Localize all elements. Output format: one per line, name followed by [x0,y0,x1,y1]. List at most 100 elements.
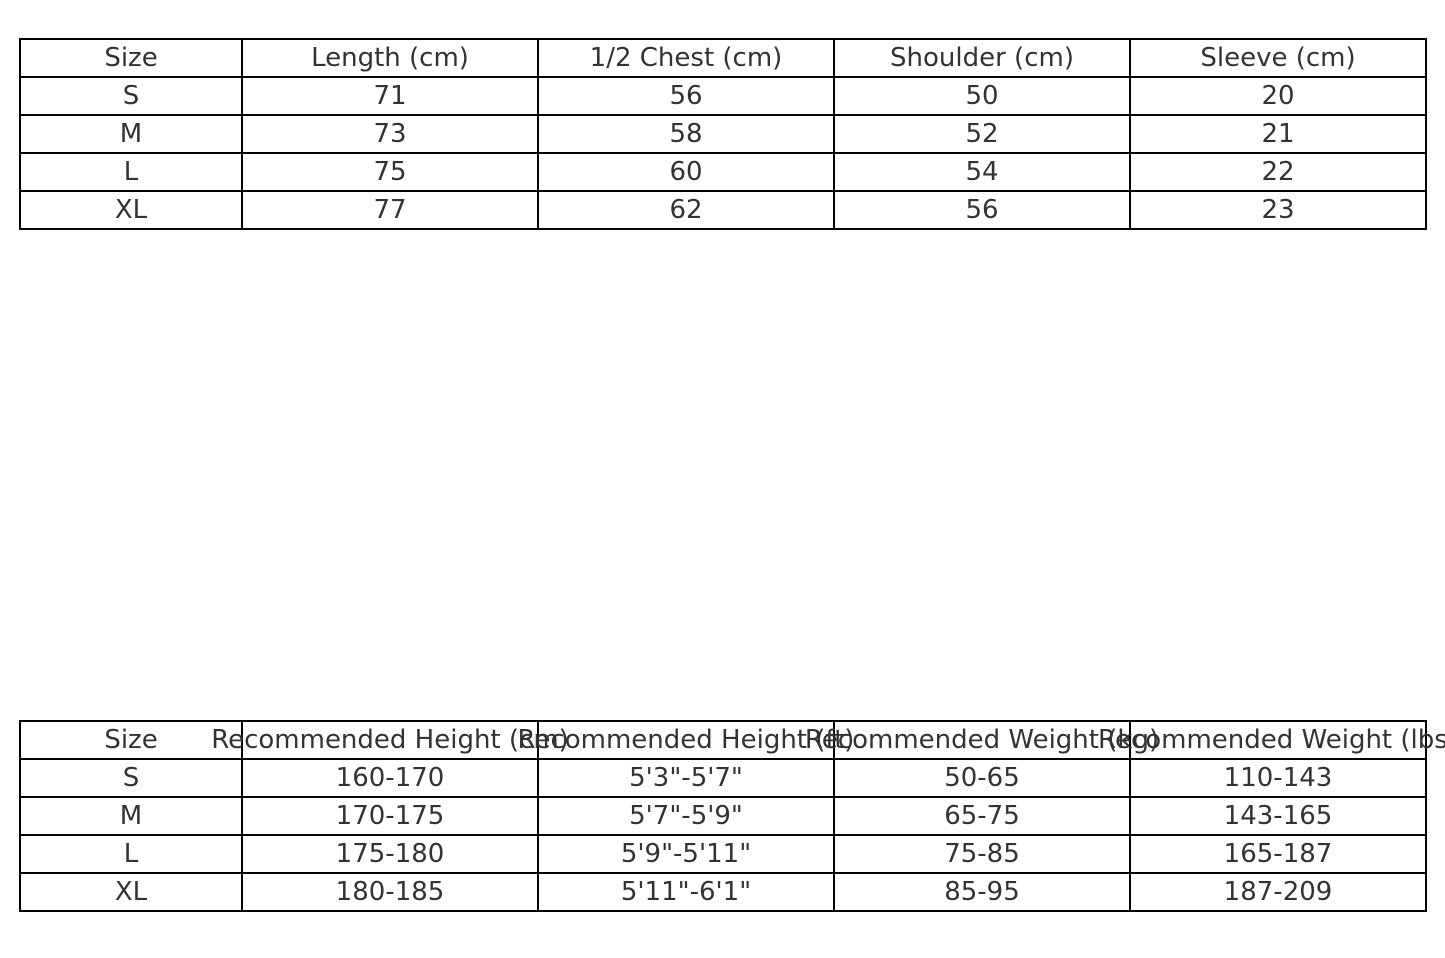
table-cell: 5'3"-5'7" [537,758,835,798]
cell-text: 160-170 [335,763,445,793]
cell-text: Size [104,725,158,755]
cell-text: 62 [669,195,703,225]
table-cell: 62 [537,190,835,230]
table-row: XL 77 62 56 23 [19,190,1427,230]
cell-text: 1/2 Chest (cm) [589,43,783,73]
cell-text: 20 [1261,81,1295,111]
cell-text: 56 [669,81,703,111]
table-cell: 5'7"-5'9" [537,796,835,836]
table-row: XL 180-185 5'11"-6'1" 85-95 187-209 [19,872,1427,912]
table-row: M 170-175 5'7"-5'9" 65-75 143-165 [19,796,1427,836]
cell-text: 85-95 [944,877,1020,907]
cell-text: M [119,801,143,831]
cell-text: 60 [669,157,703,187]
cell-text: S [122,763,140,793]
table-cell: M [19,796,243,836]
table-cell: XL [19,872,243,912]
column-header: Recommended Height (ft) [518,720,854,760]
cell-text: 5'7"-5'9" [629,801,743,831]
table-cell: 52 [833,114,1131,154]
table-cell: 60 [537,152,835,192]
cell-text: L [123,839,139,869]
table-cell: 56 [833,190,1131,230]
header-row: Size Length (cm) 1/2 Chest (cm) Shoulder (c… [19,38,1427,78]
table-cell: 165-187 [1129,834,1427,874]
cell-text: 187-209 [1223,877,1333,907]
cell-text: 54 [965,157,999,187]
cell-text: 52 [965,119,999,149]
cell-text: Recommended Weight (kg) [804,725,1160,755]
cell-text: 110-143 [1223,763,1333,793]
table-cell: 75-85 [833,834,1131,874]
recommendation-table: Size Recommended Height (cm) Recommended H… [19,720,1445,912]
cell-text: 50-65 [944,763,1020,793]
cell-text: 5'3"-5'7" [629,763,743,793]
cell-text: 5'9"-5'11" [620,839,752,869]
table-cell: 175-180 [241,834,539,874]
table-cell: 22 [1129,152,1427,192]
cell-text: 58 [669,119,703,149]
cell-text: 180-185 [335,877,445,907]
cell-text: XL [114,877,148,907]
table-row: M 73 58 52 21 [19,114,1427,154]
cell-text: 21 [1261,119,1295,149]
table-cell: L [19,152,243,192]
table-row: L 75 60 54 22 [19,152,1427,192]
table-cell: L [19,834,243,874]
cell-text: 75 [373,157,407,187]
table-cell: 170-175 [241,796,539,836]
column-header: Size [19,38,243,78]
table-cell: 85-95 [833,872,1131,912]
cell-text: Recommended Height (cm) [211,725,569,755]
table-cell: 21 [1129,114,1427,154]
cell-text: Sleeve (cm) [1200,43,1356,73]
cell-text: 170-175 [335,801,445,831]
table-cell: 56 [537,76,835,116]
column-header: Shoulder (cm) [833,38,1131,78]
header-row: Size Recommended Height (cm) Recommended H… [19,720,1445,760]
column-header: 1/2 Chest (cm) [537,38,835,78]
cell-text: Length (cm) [311,43,469,73]
cell-text: Recommended Height (ft) [517,725,855,755]
measurements-table: Size Length (cm) 1/2 Chest (cm) Shoulder (c… [19,38,1427,230]
table-cell: 5'11"-6'1" [537,872,835,912]
table-cell: 110-143 [1129,758,1427,798]
cell-text: 75-85 [944,839,1020,869]
table-cell: 54 [833,152,1131,192]
cell-text: Recommended Weight (lbs) [1098,725,1445,755]
table-cell: 75 [241,152,539,192]
table-cell: S [19,76,243,116]
table-cell: 187-209 [1129,872,1427,912]
table-cell: S [19,758,243,798]
table-cell: 77 [241,190,539,230]
column-header: Size [19,720,243,760]
column-header: Sleeve (cm) [1129,38,1427,78]
table-cell: 20 [1129,76,1427,116]
cell-text: 23 [1261,195,1295,225]
table-cell: 73 [241,114,539,154]
table-cell: 71 [241,76,539,116]
table-row: S 160-170 5'3"-5'7" 50-65 110-143 [19,758,1427,798]
table-cell: 160-170 [241,758,539,798]
cell-text: 56 [965,195,999,225]
column-header: Recommended Height (cm) [211,720,569,760]
table-cell: 50-65 [833,758,1131,798]
cell-text: L [123,157,139,187]
cell-text: 175-180 [335,839,445,869]
cell-text: M [119,119,143,149]
cell-text: Shoulder (cm) [890,43,1074,73]
column-header: Recommended Weight (kg) [805,720,1159,760]
table-cell: M [19,114,243,154]
cell-text: 22 [1261,157,1295,187]
table-cell: 180-185 [241,872,539,912]
cell-text: 77 [373,195,407,225]
cell-text: 71 [373,81,407,111]
cell-text: 73 [373,119,407,149]
table-cell: 65-75 [833,796,1131,836]
table-cell: 23 [1129,190,1427,230]
cell-text: 165-187 [1223,839,1333,869]
column-header: Recommended Weight (lbs) [1098,720,1445,760]
cell-text: S [122,81,140,111]
table-row: S 71 56 50 20 [19,76,1427,116]
table-row: L 175-180 5'9"-5'11" 75-85 165-187 [19,834,1427,874]
